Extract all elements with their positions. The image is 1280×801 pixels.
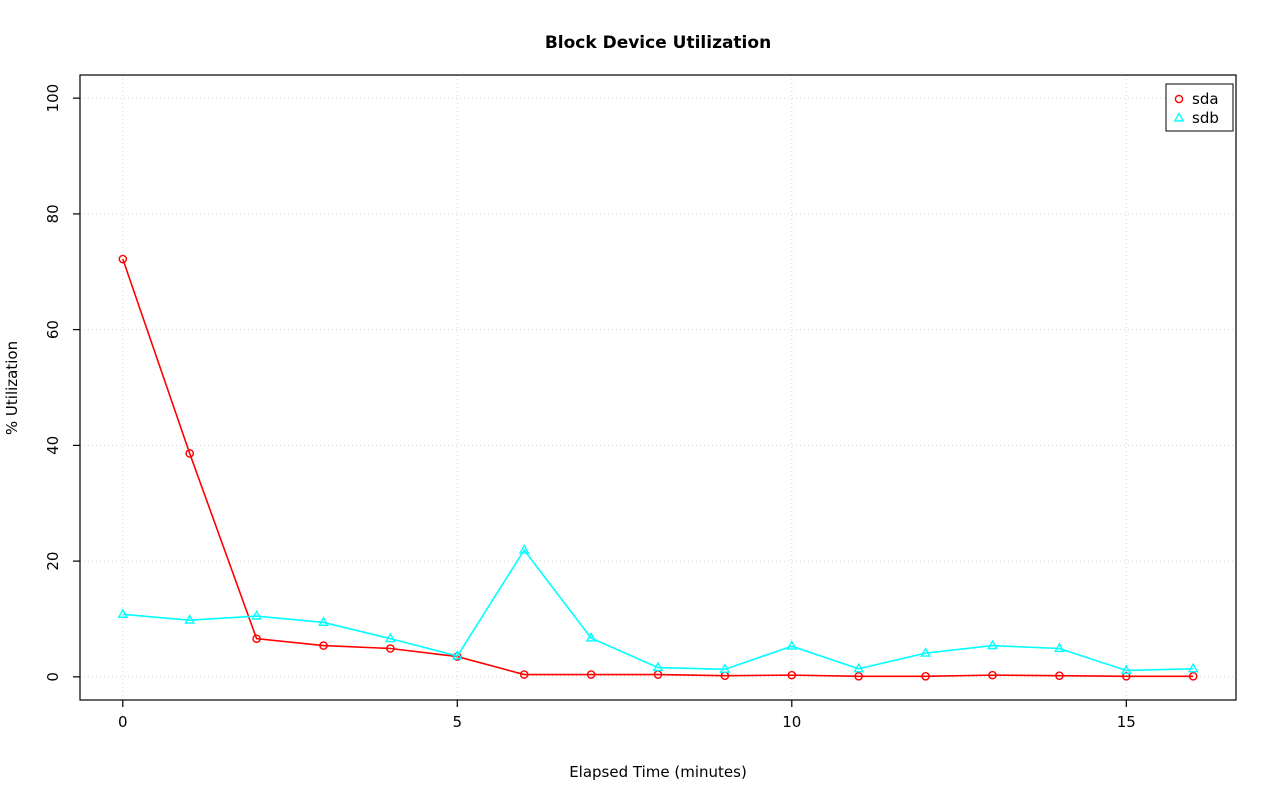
data-point-circle [854,671,863,681]
data-point-triangle [518,544,530,554]
x-axis-tick-label: 5 [453,713,463,731]
data-point-triangle [652,661,664,672]
y-axis-label: % Utilization [3,341,21,435]
plot-border [79,74,1237,701]
series-line-sdb [122,548,1194,672]
data-point-circle [319,641,328,650]
data-point-triangle [385,632,396,643]
data-point-circle [1055,671,1064,680]
axis-ticks [73,97,1127,707]
x-axis-tick-label: 0 [118,713,128,731]
data-point-triangle [451,649,463,660]
y-axis-tick-label: 100 [44,84,62,113]
data-point-circle [1121,671,1131,681]
data-point-triangle [1173,111,1185,122]
x-axis-tick-label: 15 [1117,713,1136,731]
series-line-sda [122,258,1194,678]
x-axis-label: Elapsed Time (minutes) [569,763,747,781]
data-point-triangle [719,663,731,673]
chart-title: Block Device Utilization [545,33,771,53]
data-point-triangle [251,610,263,620]
plot-series [117,254,1199,681]
data-point-circle [1174,94,1184,104]
gridlines [80,75,1236,700]
data-point-triangle [1120,664,1132,675]
data-point-circle [252,634,261,643]
data-point-circle [1188,671,1198,681]
data-point-circle [988,670,997,680]
data-point-triangle [1053,642,1065,653]
data-point-triangle [987,639,998,650]
data-point-circle [118,254,128,264]
data-point-circle [185,449,195,458]
x-axis-tick-label: 10 [782,713,801,731]
legend-item-label: sda [1192,90,1219,108]
legend-item-label: sdb [1192,109,1219,127]
y-axis-tick-label: 40 [44,436,62,455]
data-point-circle [787,670,797,680]
data-point-circle [519,670,529,679]
y-axis-tick-label: 0 [44,672,62,682]
data-point-circle [586,670,596,679]
legend-box [1165,83,1234,132]
data-point-triangle [585,632,597,642]
data-point-triangle [853,662,865,673]
data-point-circle [921,671,930,681]
y-axis-tick-label: 80 [44,204,62,223]
data-point-triangle [184,614,196,624]
y-axis-tick-label: 60 [44,320,62,339]
data-point-triangle [318,616,329,627]
data-point-circle [386,644,395,653]
data-point-triangle [920,647,931,657]
data-point-triangle [1187,662,1199,673]
y-axis-tick-label: 20 [44,552,62,571]
data-point-triangle [786,640,798,650]
data-point-triangle [117,608,129,618]
axis-tick-labels: 0 5 10 15 0 20 40 60 80 100 [44,84,1136,731]
